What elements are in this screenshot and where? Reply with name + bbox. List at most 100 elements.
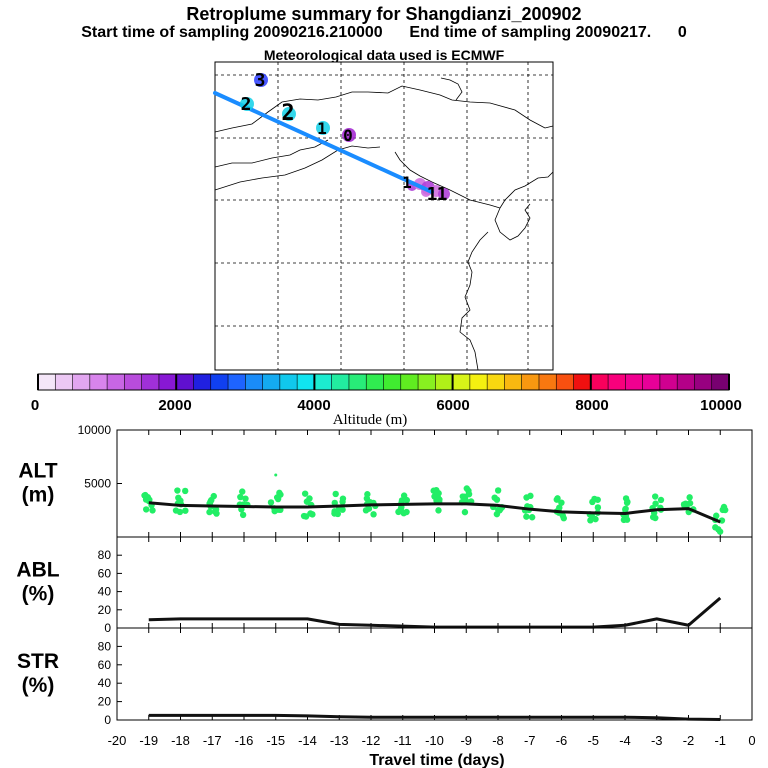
y-axis-label: STR (17, 650, 59, 673)
colorbar-swatch (245, 374, 263, 390)
colorbar-swatch (141, 374, 160, 390)
colorbar-swatch (452, 374, 471, 390)
altitude-scatter-point (239, 511, 247, 519)
trajectory-marker-label: 2 (281, 101, 294, 126)
colorbar-tick-label: 8000 (575, 397, 608, 414)
y-tick-label: 60 (98, 658, 112, 672)
colorbar-swatch (608, 374, 626, 390)
altitude-scatter-point (591, 495, 598, 503)
altitude-scatter-point (651, 493, 659, 500)
y-tick-label: 80 (98, 548, 112, 562)
y-tick-label: 0 (104, 713, 111, 727)
colorbar-swatch (504, 374, 523, 390)
x-tick-label: -16 (235, 733, 254, 748)
colorbar-swatch (521, 374, 540, 390)
altitude-scatter-point (181, 487, 189, 495)
altitude-scatter-point (332, 490, 339, 498)
colorbar-swatch (72, 374, 91, 390)
sampling-time-line: Start time of sampling 20090216.210000 E… (0, 24, 768, 42)
trajectory-group: 32 21 011 1 (213, 70, 450, 205)
colorbar-tick-label: 10000 (700, 397, 742, 414)
y-tick-label: 40 (98, 585, 112, 599)
series-line (148, 501, 721, 524)
altitude-scatter-point (459, 493, 466, 500)
altitude-scatter-point (686, 494, 693, 501)
source-cluster-dot (438, 188, 450, 200)
x-tick-label: -19 (139, 733, 158, 748)
x-tick-label: -11 (394, 733, 412, 748)
altitude-scatter-point (339, 498, 346, 506)
colorbar-tick-label: 4000 (297, 397, 330, 414)
y-tick-label: 10000 (78, 423, 112, 437)
colorbar-swatch (348, 374, 367, 390)
trajectory-marker-bg (254, 73, 268, 87)
altitude-scatter-point (301, 490, 309, 497)
colorbar-swatch (487, 374, 505, 390)
altitude-scatter-point (461, 508, 469, 516)
colorbar-swatch (556, 374, 574, 390)
colorbar-swatch (366, 374, 384, 390)
met-data-label: Meteorological data used is ECMWF (263, 47, 505, 63)
map-frame (214, 61, 554, 371)
colorbar-swatch (400, 374, 419, 390)
altitude-scatter-point (686, 500, 694, 507)
altitude-scatter-point (271, 507, 278, 515)
altitude-scatter-point (494, 487, 502, 494)
altitude-scatter-point (465, 487, 472, 494)
y-axis-label: ABL (16, 559, 59, 582)
end-time-label: End time of sampling 20090217. (409, 24, 652, 41)
trajectory-marker-bg (240, 97, 254, 111)
trajectory-marker-bg (342, 128, 356, 142)
map-borders (214, 77, 554, 371)
map-gridlines (215, 62, 553, 370)
altitude-scatter-point (712, 524, 719, 531)
colorbar-swatch (279, 374, 298, 390)
altitude-scatter-point (237, 493, 244, 501)
altitude-scatter-point (594, 504, 602, 511)
altitude-scatter-point (242, 495, 249, 502)
colorbar-swatch (573, 374, 592, 390)
colorbar-swatch (435, 374, 453, 390)
altitude-scatter-point (398, 497, 406, 504)
x-tick-label: 0 (748, 733, 755, 748)
altitude-scatter-point (142, 491, 149, 499)
altitude-scatter-point (434, 493, 441, 501)
colorbar-swatch (418, 374, 436, 390)
trajectory-marker-label: 1 (437, 184, 448, 205)
series-line (148, 713, 721, 722)
colorbar-swatch (711, 374, 730, 390)
altitude-scatter-point (403, 496, 411, 504)
y-axis-label: ALT (18, 460, 57, 483)
x-tick-label: -8 (492, 733, 504, 748)
colorbar-swatch (659, 374, 678, 390)
colorbar-swatch (383, 374, 402, 390)
altitude-scatter-point (370, 511, 377, 518)
altitude-scatter-point (212, 506, 220, 513)
colorbar-swatch (228, 374, 246, 390)
trajectory-marker-label: 3 (255, 70, 266, 91)
altitude-scatter-point (182, 507, 189, 514)
trajectory-marker-bg (316, 121, 330, 135)
colorbar-swatch (193, 374, 212, 390)
altitude-scatter-point (624, 498, 631, 506)
x-tick-label: -9 (460, 733, 472, 748)
panel-alt: 5000 10000 ALT(m) (18, 423, 753, 538)
colorbar-swatch (314, 374, 333, 390)
panel-frame (116, 627, 753, 721)
altitude-scatter-point (274, 473, 278, 477)
x-tick-label: -10 (425, 733, 444, 748)
x-tick-label: -14 (298, 733, 317, 748)
altitude-scatter-point (558, 499, 565, 506)
colorbar-swatch (107, 374, 125, 390)
altitude-scatter-point (587, 517, 594, 524)
altitude-scatter-point (620, 516, 628, 524)
altitude-scatter-point (331, 499, 338, 507)
altitude-scatter-point (430, 487, 437, 494)
x-tick-label: -15 (266, 733, 285, 748)
altitude-scatter-point (206, 508, 213, 516)
x-tick-label: -1 (714, 733, 726, 748)
altitude-scatter-point (523, 513, 530, 520)
y-axis-label: (m) (22, 484, 55, 507)
